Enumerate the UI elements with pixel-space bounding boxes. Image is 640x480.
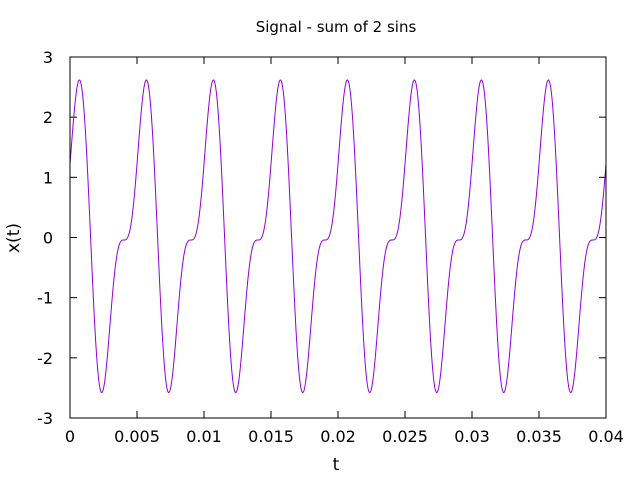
plot-frame — [69, 56, 607, 419]
y-tick-label: 2 — [43, 108, 53, 127]
x-tick-label: 0.035 — [516, 427, 562, 446]
y-tick-label: 1 — [43, 168, 53, 187]
x-tick-label: 0.015 — [248, 427, 294, 446]
x-tick-label: 0.005 — [114, 427, 160, 446]
series-line — [69, 79, 607, 394]
tick-marks — [70, 57, 606, 418]
chart-title: Signal - sum of 2 sins — [256, 18, 417, 36]
x-axis-label: t — [333, 455, 340, 475]
x-tick-label: 0.02 — [320, 427, 356, 446]
x-tick-label: 0.025 — [382, 427, 428, 446]
x-tick-label: 0.03 — [454, 427, 490, 446]
x-tick-label: 0.01 — [186, 427, 222, 446]
y-tick-label: -1 — [37, 289, 53, 308]
x-tick-labels: 0 0.005 0.01 0.015 0.02 0.025 0.03 0.035 0.04 — [65, 427, 624, 446]
x-tick-label: 0 — [65, 427, 75, 446]
y-tick-label: 0 — [43, 229, 53, 248]
y-tick-label: -2 — [37, 349, 53, 368]
y-axis-label: x(t) — [4, 223, 24, 253]
x-tick-label: 0.04 — [588, 427, 624, 446]
y-tick-label: -3 — [37, 409, 53, 428]
y-tick-label: 3 — [43, 48, 53, 67]
y-tick-labels: 3 2 1 0 -1 -2 -3 — [37, 48, 53, 428]
